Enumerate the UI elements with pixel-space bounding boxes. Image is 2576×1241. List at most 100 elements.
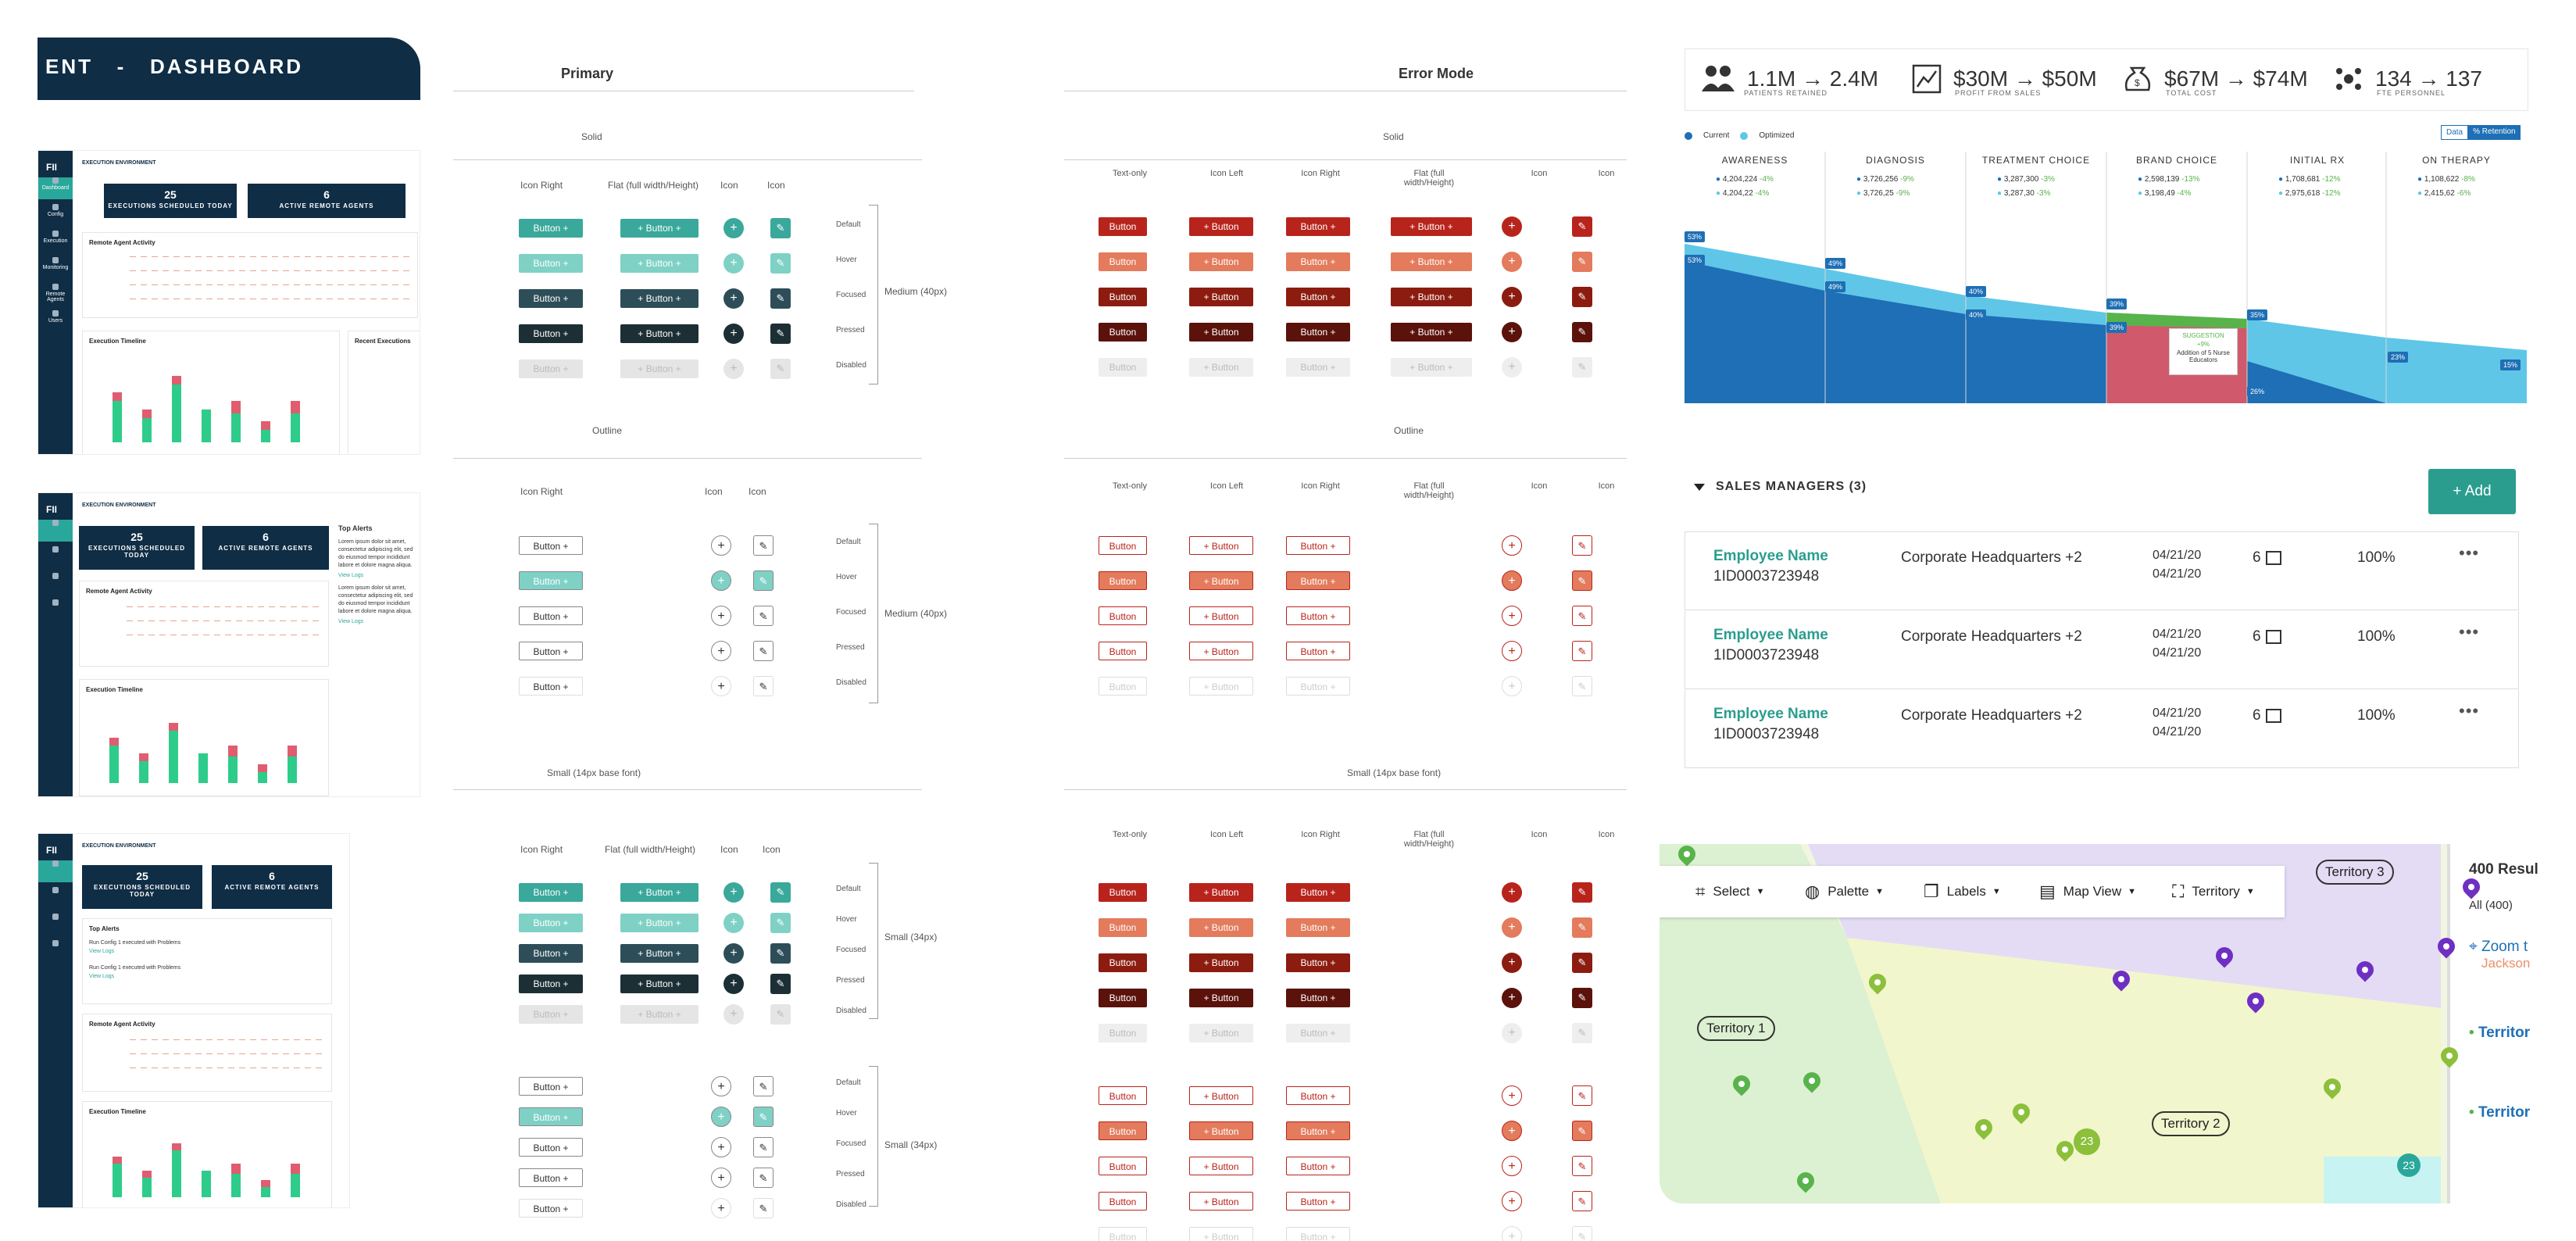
plus-icon-button[interactable]: + xyxy=(711,1168,731,1188)
button-icon-right[interactable]: Button + xyxy=(519,571,583,590)
edit-icon-button[interactable]: ✎ xyxy=(1572,252,1592,272)
collapse-caret-icon[interactable] xyxy=(1694,483,1705,491)
plus-icon-button[interactable]: + xyxy=(711,1198,731,1218)
edit-icon-button[interactable]: ✎ xyxy=(1572,1023,1592,1043)
button-text-only[interactable]: Button xyxy=(1099,642,1147,660)
button-icon-left[interactable]: + Button xyxy=(1189,989,1253,1007)
more-options-icon[interactable]: ••• xyxy=(2459,622,2480,642)
button-icon-right[interactable]: Button + xyxy=(1286,883,1350,902)
cluster-marker[interactable]: 23 xyxy=(2074,1128,2100,1155)
button-flat[interactable]: + Button + xyxy=(620,254,698,273)
plus-icon-button[interactable]: + xyxy=(1502,1226,1522,1241)
button-icon-right[interactable]: Button + xyxy=(519,219,583,238)
button-icon-right[interactable]: Button + xyxy=(1286,953,1350,972)
button-icon-right[interactable]: Button + xyxy=(519,606,583,625)
nav-config[interactable] xyxy=(38,887,73,909)
edit-icon-button[interactable]: ✎ xyxy=(753,570,774,591)
plus-icon-button[interactable]: + xyxy=(1502,988,1522,1008)
button-icon-right[interactable]: Button + xyxy=(1286,323,1350,342)
button-text-only[interactable]: Button xyxy=(1099,606,1147,625)
button-icon-right[interactable]: Button + xyxy=(1286,1086,1350,1105)
plus-icon-button[interactable]: + xyxy=(1502,357,1522,377)
button-text-only[interactable]: Button xyxy=(1099,953,1147,972)
edit-icon-button[interactable]: ✎ xyxy=(770,324,791,344)
button-flat[interactable]: + Button + xyxy=(1391,217,1472,236)
button-icon-right[interactable]: Button + xyxy=(1286,918,1350,937)
nav-monitoring[interactable] xyxy=(38,599,73,621)
button-icon-left[interactable]: + Button xyxy=(1189,883,1253,902)
button-icon-left[interactable]: + Button xyxy=(1189,677,1253,696)
plus-icon-button[interactable]: + xyxy=(1502,917,1522,938)
button-icon-left[interactable]: + Button xyxy=(1189,358,1253,377)
button-text-only[interactable]: Button xyxy=(1099,1121,1147,1140)
tool-map-view[interactable]: ▤ Map View ▼ xyxy=(2039,866,2136,917)
nav-users[interactable]: Users xyxy=(38,310,73,332)
button-text-only[interactable]: Button xyxy=(1099,536,1147,555)
button-text-only[interactable]: Button xyxy=(1099,883,1147,902)
edit-icon-button[interactable]: ✎ xyxy=(1572,1121,1592,1141)
tool-palette[interactable]: ◍ Palette ▼ xyxy=(1805,866,1884,917)
plus-icon-button[interactable]: + xyxy=(1502,322,1522,342)
edit-icon-button[interactable]: ✎ xyxy=(753,1198,774,1218)
table-row[interactable]: Employee Name 1ID0003723948 Corporate Head… xyxy=(1685,690,2519,768)
edit-icon-button[interactable]: ✎ xyxy=(753,1107,774,1127)
button-icon-left[interactable]: + Button xyxy=(1189,918,1253,937)
employee-name-link[interactable]: Employee Name xyxy=(1713,627,1828,643)
button-icon-right[interactable]: Button + xyxy=(519,944,583,963)
plus-icon-button[interactable]: + xyxy=(711,641,731,661)
button-text-only[interactable]: Button xyxy=(1099,1227,1147,1241)
plus-icon-button[interactable]: + xyxy=(711,676,731,696)
edit-icon-button[interactable]: ✎ xyxy=(1572,322,1592,342)
tool-labels[interactable]: ❐ Labels ▼ xyxy=(1924,866,2001,917)
button-icon-right[interactable]: Button + xyxy=(1286,1192,1350,1211)
edit-icon-button[interactable]: ✎ xyxy=(1572,676,1592,696)
button-icon-left[interactable]: + Button xyxy=(1189,1192,1253,1211)
button-icon-right[interactable]: Button + xyxy=(519,642,583,660)
button-icon-right[interactable]: Button + xyxy=(1286,606,1350,625)
employee-name-link[interactable]: Employee Name xyxy=(1713,548,1828,564)
button-text-only[interactable]: Button xyxy=(1099,358,1147,377)
edit-icon-button[interactable]: ✎ xyxy=(753,641,774,661)
edit-icon-button[interactable]: ✎ xyxy=(1572,570,1592,591)
plus-icon-button[interactable]: + xyxy=(1502,882,1522,903)
button-icon-right[interactable]: Button + xyxy=(519,1168,583,1187)
edit-icon-button[interactable]: ✎ xyxy=(1572,1191,1592,1211)
button-icon-right[interactable]: Button + xyxy=(1286,677,1350,696)
plus-icon-button[interactable]: + xyxy=(711,1076,731,1096)
plus-icon-button[interactable]: + xyxy=(723,253,744,274)
sales-section-header[interactable]: SALES MANAGERS (3) xyxy=(1694,480,1867,494)
nav-config[interactable]: Config xyxy=(38,204,73,226)
plus-icon-button[interactable]: + xyxy=(723,359,744,379)
plus-icon-button[interactable]: + xyxy=(1502,1023,1522,1043)
plus-icon-button[interactable]: + xyxy=(1502,606,1522,626)
button-text-only[interactable]: Button xyxy=(1099,217,1147,236)
button-flat[interactable]: + Button + xyxy=(1391,323,1472,342)
button-text-only[interactable]: Button xyxy=(1099,288,1147,306)
edit-icon-button[interactable]: ✎ xyxy=(1572,1226,1592,1241)
plus-icon-button[interactable]: + xyxy=(1502,1191,1522,1211)
edit-icon-button[interactable]: ✎ xyxy=(753,606,774,626)
plus-icon-button[interactable]: + xyxy=(723,943,744,964)
button-icon-left[interactable]: + Button xyxy=(1189,1157,1253,1175)
plus-icon-button[interactable]: + xyxy=(1502,953,1522,973)
button-icon-right[interactable]: Button + xyxy=(519,1005,583,1024)
button-icon-right[interactable]: Button + xyxy=(1286,642,1350,660)
edit-icon-button[interactable]: ✎ xyxy=(753,676,774,696)
button-icon-right[interactable]: Button + xyxy=(519,1107,583,1126)
plus-icon-button[interactable]: + xyxy=(1502,1156,1522,1176)
button-flat[interactable]: + Button + xyxy=(620,944,698,963)
toggle-data[interactable]: Data xyxy=(2441,125,2469,140)
nav-monitoring[interactable] xyxy=(38,940,73,962)
list-item[interactable]: Jackson xyxy=(2481,956,2531,971)
territory-map[interactable]: Territory 1 Territory 2 Territory 3 400 … xyxy=(1660,844,2576,1203)
edit-icon-button[interactable]: ✎ xyxy=(753,1076,774,1096)
cluster-marker[interactable]: 23 xyxy=(2397,1153,2421,1177)
button-icon-right[interactable]: Button + xyxy=(1286,1227,1350,1241)
button-icon-left[interactable]: + Button xyxy=(1189,323,1253,342)
edit-icon-button[interactable]: ✎ xyxy=(1572,1156,1592,1176)
button-text-only[interactable]: Button xyxy=(1099,1192,1147,1211)
more-options-icon[interactable]: ••• xyxy=(2459,701,2480,721)
edit-icon-button[interactable]: ✎ xyxy=(753,1168,774,1188)
button-icon-right[interactable]: Button + xyxy=(519,254,583,273)
button-icon-right[interactable]: Button + xyxy=(519,677,583,696)
